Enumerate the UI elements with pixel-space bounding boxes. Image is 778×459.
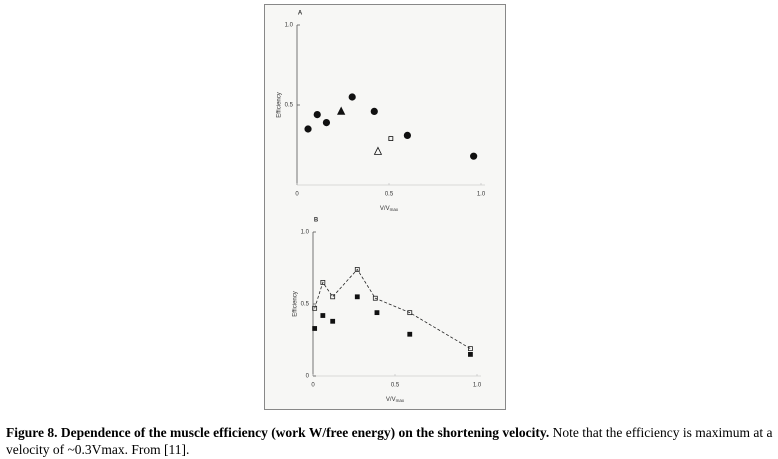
point xyxy=(407,310,413,316)
y-axis-label: Efficiency xyxy=(293,291,299,317)
x-tick-label: 0.5 xyxy=(385,192,394,198)
point xyxy=(320,313,326,318)
caption: Figure 8. Dependence of the muscle effic… xyxy=(6,424,776,458)
y-tick-label: 1.0 xyxy=(285,23,294,29)
y-tick-label: 1.0 xyxy=(301,230,310,236)
series-line xyxy=(314,268,471,349)
point xyxy=(312,305,318,311)
point xyxy=(304,125,312,133)
figure-scan xyxy=(264,4,506,410)
point xyxy=(374,310,380,316)
x-axis-label-subscript: max xyxy=(396,398,405,403)
point xyxy=(370,107,378,116)
point xyxy=(330,294,336,300)
panel-label: B xyxy=(314,218,319,224)
point xyxy=(388,136,394,142)
point xyxy=(407,331,413,337)
y-axis-label: Efficiency xyxy=(277,92,283,118)
point xyxy=(312,326,318,331)
y-tick-label: 0.5 xyxy=(301,302,310,308)
x-tick-label: 1.0 xyxy=(473,383,482,389)
point xyxy=(403,131,411,139)
point xyxy=(348,93,356,101)
point xyxy=(373,146,383,155)
point xyxy=(337,106,346,115)
point xyxy=(320,279,326,285)
caption-text: Note that the efficiency is maximum at a… xyxy=(6,425,773,457)
point xyxy=(313,111,321,119)
x-tick-label: 0.5 xyxy=(391,383,400,389)
point xyxy=(330,318,336,324)
x-axis-label-main: V/V xyxy=(380,206,390,212)
x-axis-label: V/Vmax xyxy=(380,206,399,213)
x-tick-label: 1.0 xyxy=(477,192,486,198)
point xyxy=(354,294,360,300)
point xyxy=(468,346,473,352)
x-axis-label-main: V/V xyxy=(386,397,396,403)
x-tick-label: 0 xyxy=(311,383,315,389)
point xyxy=(354,267,360,272)
point xyxy=(470,152,478,160)
y-tick-label: 0 xyxy=(306,374,310,380)
point xyxy=(372,295,378,301)
x-axis-label-subscript: max xyxy=(390,207,399,212)
point xyxy=(322,119,331,127)
caption-bold: Figure 8. Dependence of the muscle effic… xyxy=(6,425,550,440)
x-tick-label: 0 xyxy=(295,192,299,198)
point xyxy=(468,351,473,357)
y-tick-label: 0.5 xyxy=(285,103,294,109)
panel-label: A xyxy=(298,11,303,17)
x-axis-label: V/Vmax xyxy=(386,397,405,404)
